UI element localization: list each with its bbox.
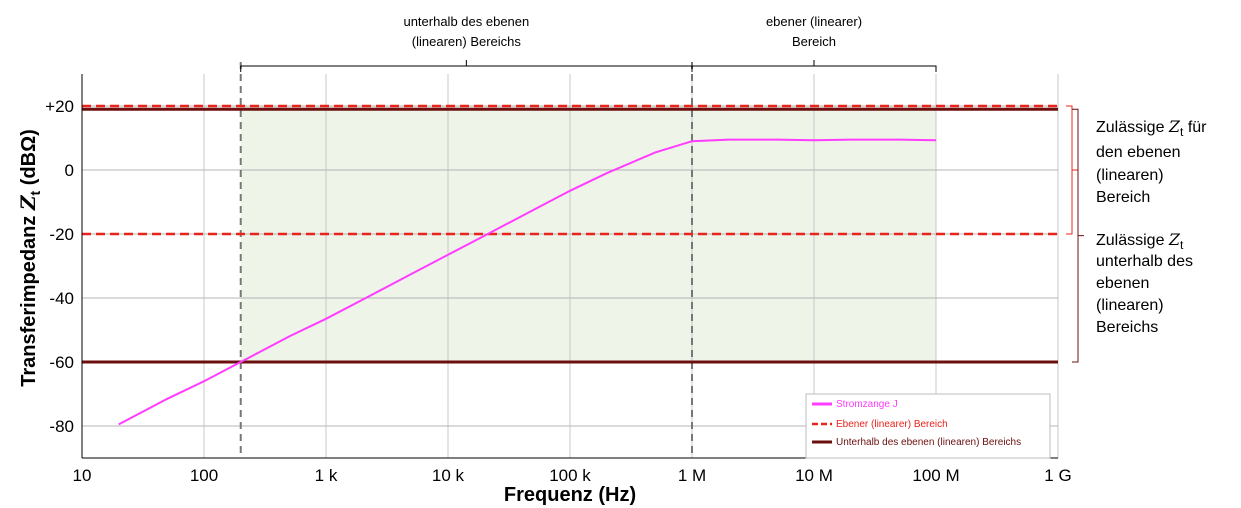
x-tick-label-5: 1 M [678, 466, 706, 485]
legend-label-1: Ebener (linearer) Bereich [836, 419, 948, 430]
x-tick-label-0: 10 [73, 466, 92, 485]
x-tick-label-4: 100 k [549, 466, 591, 485]
legend-box [805, 393, 1051, 459]
series-line-0 [118, 138, 937, 426]
side-annotation-1-line-4: Bereichs [1096, 319, 1158, 336]
x-tick-label-1: 100 [190, 466, 218, 485]
y-tick-label-3: -40 [49, 289, 74, 308]
top-annotation-1-line-1: Bereich [792, 34, 836, 49]
side-bracket-0 [1066, 105, 1078, 235]
x-tick-label-8: 1 G [1044, 466, 1071, 485]
side-annotation-0-line-3: Bereich [1096, 189, 1150, 206]
x-tick-label-3: 10 k [432, 466, 465, 485]
x-tick-label-7: 100 M [912, 466, 959, 485]
y-tick-label-1: 0 [65, 161, 74, 180]
legend-label-2: Unterhalb des ebenen (linearen) Bereichs [836, 437, 1021, 448]
y-axis-title: Transferimpedanz Zt (dBΩ) [16, 129, 43, 387]
top-annotation-0-line-0: unterhalb des ebenen [403, 14, 529, 29]
y-axis-title-text: Transferimpedanz [18, 210, 40, 387]
side-annotation-1-line-3: (linearen) [1096, 297, 1164, 314]
x-tick-label-6: 10 M [795, 466, 833, 485]
y-axis-title-symbol: Z [16, 194, 40, 211]
x-tick-label-2: 1 k [315, 466, 338, 485]
legend: Stromzange J Ebener (linearer) Bereich Unt… [805, 393, 1051, 459]
top-annotation-1-line-0: ebener (linearer) [766, 14, 862, 29]
side-annotation-0-line-0: Zulässige Zt für [1096, 117, 1207, 139]
legend-label-0: Stromzange J [836, 399, 898, 410]
top-annotation-0-line-1: (linearen) Bereichs [412, 34, 522, 49]
side-annotation-1-line-2: ebenen [1096, 275, 1149, 292]
side-annotation-0-line-2: (linearen) [1096, 167, 1164, 184]
side-annotation-1-line-0: Zulässige Zt [1096, 230, 1184, 252]
y-tick-label-2: -20 [49, 225, 74, 244]
y-tick-label-4: -60 [49, 353, 74, 372]
y-axis-title-subscript: t [27, 190, 43, 195]
top-bracket-1 [691, 60, 937, 72]
side-annotation-1-line-1: unterhalb des [1096, 253, 1193, 270]
side-annotation-0-line-1: den ebenen [1096, 144, 1181, 161]
top-bracket-0 [240, 60, 693, 72]
x-axis-title: Frequenz (Hz) [504, 484, 636, 506]
y-tick-label-0: +20 [45, 97, 74, 116]
y-axis-title-unit: (dBΩ) [18, 129, 40, 191]
y-tick-label-5: -80 [49, 417, 74, 436]
side-bracket-1 [1072, 108, 1084, 363]
